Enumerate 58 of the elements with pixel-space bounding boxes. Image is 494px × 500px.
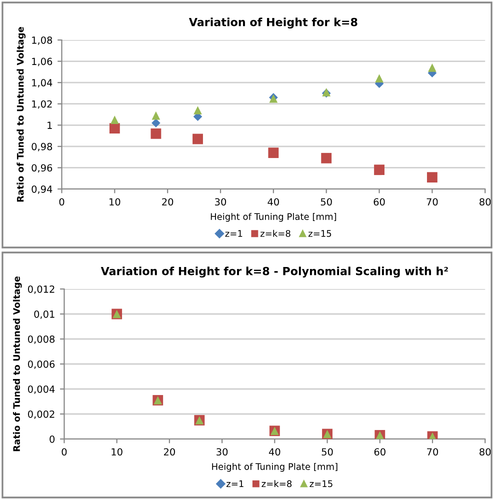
- x-tick-label: 50: [320, 198, 332, 206]
- point: [426, 172, 438, 182]
- point: [194, 106, 202, 114]
- point: [110, 116, 119, 124]
- x-tick-label: 30: [215, 198, 226, 206]
- y-tick-label: 1,04: [32, 79, 52, 88]
- x-tick-label: 20: [164, 448, 175, 456]
- y-axis-title: Ratio of Tuned to Untuned Voltage: [16, 26, 26, 202]
- legend-label: z=15: [308, 230, 332, 237]
- point: [152, 111, 160, 120]
- point: [375, 74, 384, 82]
- y-axis-title: Ratio of Tuned to Untuned Voltage: [12, 276, 22, 452]
- chart-title: Variation of Height for k=8 - Polynomial Scaling with h²: [100, 266, 448, 278]
- y-tick-label: 0,94: [32, 185, 52, 194]
- x-tick-label: 70: [427, 448, 438, 456]
- point: [321, 152, 332, 164]
- y-tick-label: 0,008: [28, 335, 55, 344]
- x-tick-label: 70: [426, 198, 438, 206]
- y-tick-label: 1,06: [32, 58, 52, 66]
- x-tick-label: 40: [268, 198, 279, 206]
- legend-label: z=k=8: [260, 230, 290, 237]
- point: [150, 128, 162, 139]
- y-tick-label: 0,98: [32, 142, 52, 152]
- y-tick-label: 0,002: [28, 410, 54, 419]
- y-tick-label: 1,02: [32, 100, 52, 109]
- x-tick-label: 10: [110, 198, 120, 206]
- y-tick-label: 0,006: [28, 360, 55, 369]
- y-tick-label: 1: [48, 122, 52, 129]
- y-tick-label: 0,012: [28, 285, 54, 294]
- x-tick-label: 0: [59, 198, 64, 206]
- y-tick-label: 1,08: [32, 36, 52, 45]
- x-tick-label: 80: [480, 448, 491, 456]
- legend-label: z=1: [226, 480, 244, 487]
- y-tick-label: 0,004: [28, 385, 55, 394]
- x-tick-label: 50: [322, 448, 333, 456]
- x-tick-label: 80: [480, 198, 491, 206]
- point: [428, 64, 436, 72]
- point: [109, 123, 120, 134]
- legend-label: z=15: [310, 480, 332, 488]
- x-tick-label: 10: [112, 448, 122, 456]
- x-axis-title: Height of Tuning Plate [mm]: [210, 212, 336, 222]
- legend-label: z=k=8: [262, 480, 292, 488]
- x-tick-label: 20: [162, 198, 174, 206]
- x-tick-label: 60: [374, 198, 385, 206]
- x-tick-label: 30: [216, 448, 228, 456]
- x-tick-label: 40: [268, 448, 280, 456]
- x-axis-title: Height of Tuning Plate [mm]: [212, 462, 338, 472]
- legend-label: z=1: [225, 230, 242, 237]
- point: [268, 148, 279, 158]
- x-tick-label: 60: [374, 448, 386, 456]
- point: [374, 164, 384, 176]
- y-tick-label: 0: [50, 435, 55, 443]
- point: [152, 118, 160, 128]
- chart-title: Variation of Height for k=8: [188, 18, 358, 29]
- y-tick-label: 0,96: [32, 164, 52, 173]
- x-tick-label: 0: [62, 448, 67, 456]
- point: [192, 134, 203, 144]
- y-tick-label: 0,01: [34, 310, 54, 319]
